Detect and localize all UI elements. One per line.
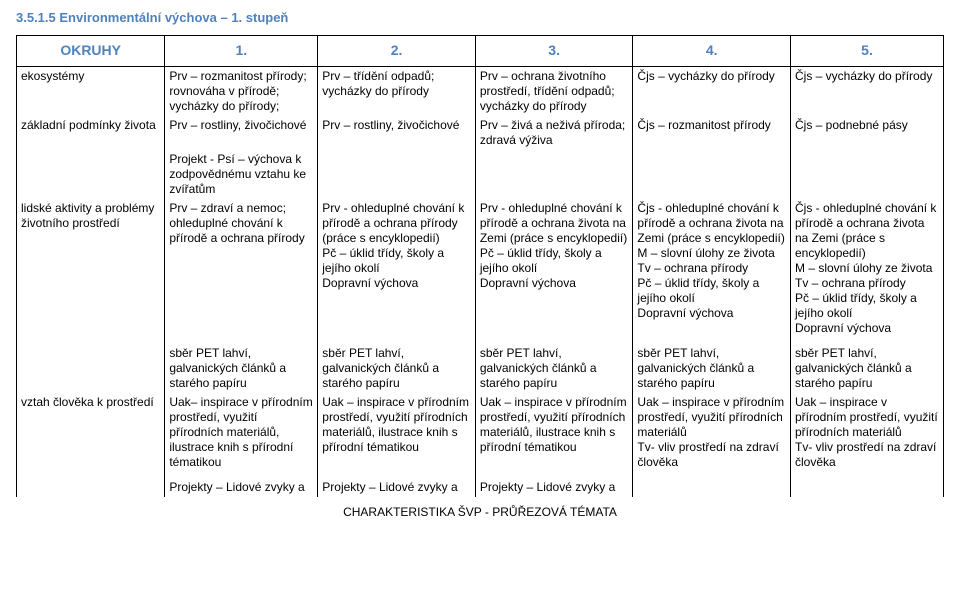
table-row: základní podmínky života Prv – rostliny,… bbox=[17, 116, 944, 150]
cell-label: lidské aktivity a problémy životního pro… bbox=[17, 199, 165, 338]
cell: sběr PET lahví, galvanických článků a st… bbox=[318, 344, 476, 393]
cell: Čjs – vycházky do přírody bbox=[633, 66, 791, 116]
cell: Prv – rozmanitost přírody; rovnováha v p… bbox=[165, 66, 318, 116]
cell: Uak – inspirace v přírodním prostředí, v… bbox=[475, 393, 633, 472]
cell: sběr PET lahví, galvanických článků a st… bbox=[791, 344, 944, 393]
cell bbox=[633, 478, 791, 497]
cell: sběr PET lahví, galvanických článků a st… bbox=[165, 344, 318, 393]
table-row: Projekty – Lidové zvyky a Projekty – Lid… bbox=[17, 478, 944, 497]
header-col-2: 2. bbox=[318, 36, 476, 67]
cell-label: ekosystémy bbox=[17, 66, 165, 116]
cell bbox=[791, 478, 944, 497]
header-col-3: 3. bbox=[475, 36, 633, 67]
cell: sběr PET lahví, galvanických článků a st… bbox=[633, 344, 791, 393]
table-row: vztah člověka k prostředí Uak– inspirace… bbox=[17, 393, 944, 472]
header-col-1: 1. bbox=[165, 36, 318, 67]
cell: Uak – inspirace v přírodním prostředí, v… bbox=[791, 393, 944, 472]
page-footer: CHARAKTERISTIKA ŠVP - PRŮŘEZOVÁ TÉMATA bbox=[16, 505, 944, 519]
page: 3.5.1.5 Environmentální výchova – 1. stu… bbox=[0, 0, 960, 523]
header-okruhy: OKRUHY bbox=[17, 36, 165, 67]
cell: Čjs – podnebné pásy bbox=[791, 116, 944, 150]
cell: Prv – zdraví a nemoc; ohleduplné chování… bbox=[165, 199, 318, 338]
cell: Projekty – Lidové zvyky a bbox=[475, 478, 633, 497]
cell bbox=[318, 150, 476, 199]
table-row: Projekt - Psí – výchova k zodpovědnému v… bbox=[17, 150, 944, 199]
cell-label: základní podmínky života bbox=[17, 116, 165, 150]
section-title: 3.5.1.5 Environmentální výchova – 1. stu… bbox=[16, 10, 944, 25]
cell-label: vztah člověka k prostředí bbox=[17, 393, 165, 472]
cell: Uak– inspirace v přírodním prostředí, vy… bbox=[165, 393, 318, 472]
cell: Čjs - ohleduplné chování k přírodě a och… bbox=[633, 199, 791, 338]
cell: Uak – inspirace v přírodním prostředí, v… bbox=[318, 393, 476, 472]
cell: Projekt - Psí – výchova k zodpovědnému v… bbox=[165, 150, 318, 199]
table-row: ekosystémy Prv – rozmanitost přírody; ro… bbox=[17, 66, 944, 116]
cell: Projekty – Lidové zvyky a bbox=[318, 478, 476, 497]
cell bbox=[633, 150, 791, 199]
cell: Projekty – Lidové zvyky a bbox=[165, 478, 318, 497]
header-col-4: 4. bbox=[633, 36, 791, 67]
curriculum-table: OKRUHY 1. 2. 3. 4. 5. ekosystémy Prv – r… bbox=[16, 35, 944, 497]
cell: Prv – rostliny, živočichové bbox=[165, 116, 318, 150]
cell: Prv – ochrana životního prostředí, třídě… bbox=[475, 66, 633, 116]
header-col-5: 5. bbox=[791, 36, 944, 67]
cell bbox=[475, 150, 633, 199]
table-row: lidské aktivity a problémy životního pro… bbox=[17, 199, 944, 338]
cell: Prv - ohleduplné chování k přírodě a och… bbox=[318, 199, 476, 338]
cell-label bbox=[17, 478, 165, 497]
table-header-row: OKRUHY 1. 2. 3. 4. 5. bbox=[17, 36, 944, 67]
cell: Prv – třídění odpadů; vycházky do přírod… bbox=[318, 66, 476, 116]
cell: Prv – živá a neživá příroda; zdravá výži… bbox=[475, 116, 633, 150]
cell-label bbox=[17, 150, 165, 199]
cell: Čjs – vycházky do přírody bbox=[791, 66, 944, 116]
cell: Prv - ohleduplné chování k přírodě a och… bbox=[475, 199, 633, 338]
cell: Čjs - ohleduplné chování k přírodě a och… bbox=[791, 199, 944, 338]
cell: sběr PET lahví, galvanických článků a st… bbox=[475, 344, 633, 393]
table-row: sběr PET lahví, galvanických článků a st… bbox=[17, 344, 944, 393]
cell bbox=[791, 150, 944, 199]
cell: Čjs – rozmanitost přírody bbox=[633, 116, 791, 150]
cell-label bbox=[17, 344, 165, 393]
cell: Prv – rostliny, živočichové bbox=[318, 116, 476, 150]
cell: Uak – inspirace v přírodním prostředí, v… bbox=[633, 393, 791, 472]
